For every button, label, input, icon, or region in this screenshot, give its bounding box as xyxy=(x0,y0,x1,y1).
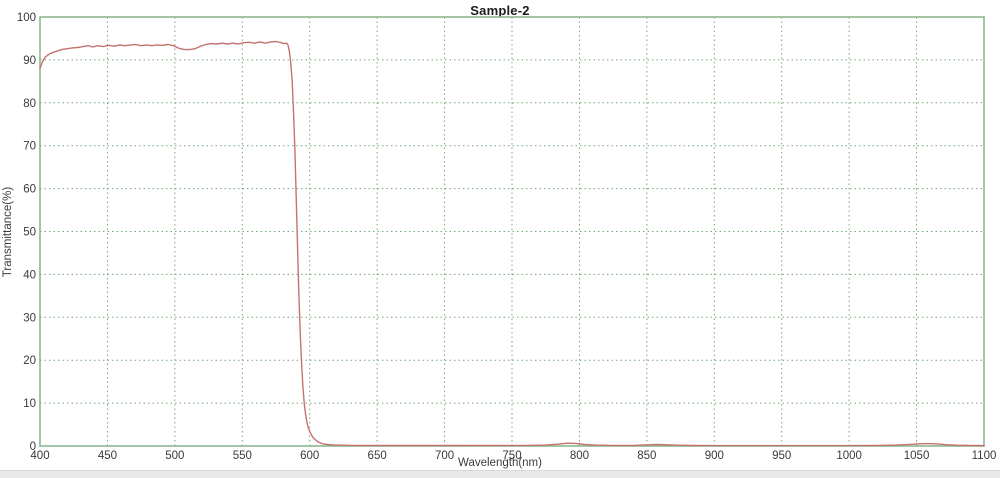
y-tick-label: 30 xyxy=(23,312,36,324)
y-tick-label: 0 xyxy=(30,441,36,453)
x-axis-label: Wavelength(nm) xyxy=(458,457,542,469)
window-bottom-strip xyxy=(0,470,1000,478)
x-tick-label: 400 xyxy=(30,450,49,462)
y-tick-label: 100 xyxy=(17,12,36,24)
x-tick-label: 700 xyxy=(435,450,454,462)
x-tick-label: 600 xyxy=(300,450,319,462)
x-tick-label: 650 xyxy=(368,450,387,462)
y-tick-label: 90 xyxy=(23,55,36,67)
x-tick-label: 800 xyxy=(570,450,589,462)
x-tick-label: 500 xyxy=(165,450,184,462)
y-tick-label: 50 xyxy=(23,227,36,239)
y-tick-label: 70 xyxy=(23,141,36,153)
transmittance-curve xyxy=(39,40,985,447)
y-tick-label: 40 xyxy=(23,269,36,281)
y-tick-label: 10 xyxy=(23,398,36,410)
y-tick-label: 60 xyxy=(23,184,36,196)
y-tick-label: 80 xyxy=(23,98,36,110)
x-tick-label: 850 xyxy=(637,450,656,462)
y-axis-label: Transmittance(%) xyxy=(2,186,14,278)
x-tick-label: 950 xyxy=(772,450,791,462)
x-tick-label: 1050 xyxy=(904,450,930,462)
x-tick-label: 1100 xyxy=(972,450,997,462)
x-tick-label: 450 xyxy=(98,450,117,462)
chart-title: Sample-2 xyxy=(470,3,530,18)
x-tick-label: 550 xyxy=(233,450,252,462)
y-tick-label: 20 xyxy=(23,355,36,367)
x-tick-label: 900 xyxy=(705,450,724,462)
x-tick-label: 750 xyxy=(502,450,521,462)
x-tick-label: 1000 xyxy=(836,450,862,462)
